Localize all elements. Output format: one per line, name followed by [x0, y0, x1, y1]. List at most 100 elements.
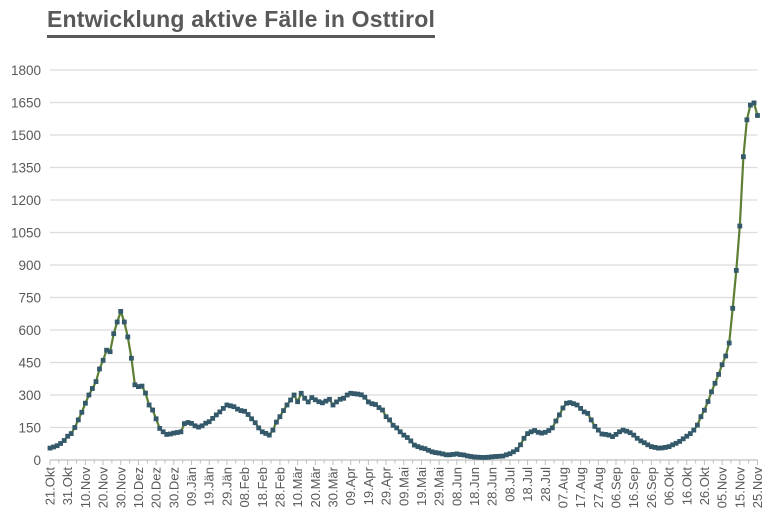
data-point-marker [659, 445, 665, 451]
data-point-marker [316, 399, 322, 405]
data-point-marker [114, 319, 120, 325]
data-point-marker [666, 444, 672, 449]
data-point-marker [744, 117, 750, 123]
x-tick-label: 30.Dez [166, 467, 181, 508]
data-point-marker [585, 411, 591, 416]
x-tick-label: 09.Mai [396, 467, 411, 506]
data-point-marker [263, 431, 269, 436]
data-point-marker [443, 452, 449, 458]
x-tick-label: 18.Feb [255, 467, 270, 507]
data-point-marker [716, 372, 721, 377]
data-point-marker [539, 430, 545, 436]
data-point-marker [291, 392, 297, 398]
data-point-marker [599, 431, 605, 437]
data-point-marker [150, 407, 155, 413]
data-point-marker [595, 427, 601, 433]
data-point-marker [309, 395, 315, 400]
chart-title: Entwicklung aktive Fälle in Osttirol [47, 6, 436, 38]
data-point-marker [472, 454, 477, 460]
data-point-marker [507, 451, 513, 457]
data-point-marker [224, 402, 230, 408]
data-point-marker [592, 424, 598, 429]
data-point-marker [557, 412, 562, 418]
data-point-marker [390, 422, 396, 428]
x-tick-label: 08.Jul [502, 467, 517, 502]
data-point-marker [649, 444, 654, 449]
data-point-marker [751, 100, 757, 106]
data-point-marker [182, 421, 187, 426]
data-point-marker [634, 435, 640, 441]
data-point-marker [560, 405, 566, 411]
data-point-marker [157, 426, 163, 431]
data-point-marker [479, 455, 484, 460]
data-point-marker [486, 454, 492, 460]
data-point-marker [68, 431, 74, 436]
data-point-marker [737, 223, 743, 229]
data-point-marker [302, 395, 308, 401]
data-point-marker [351, 391, 357, 397]
y-tick-label: 1800 [11, 63, 41, 78]
data-point-marker [514, 447, 520, 452]
data-point-marker [65, 433, 71, 439]
data-point-marker [100, 357, 106, 363]
data-point-marker [210, 416, 216, 421]
data-point-marker [373, 402, 378, 407]
series-markers [47, 100, 760, 460]
x-axis-ticks [49, 460, 758, 465]
data-point-marker [730, 305, 736, 311]
y-tick-label: 1500 [11, 128, 41, 143]
x-tick-label: 31.Okt [60, 467, 75, 506]
data-point-marker [266, 432, 272, 438]
x-axis-labels: 21.Okt 31.Okt 10.Nov 20.Nov 30.Nov 10.Dez 20.D… [43, 466, 766, 508]
x-tick-label: 10.Nov [78, 467, 93, 509]
data-point-marker [581, 409, 587, 415]
data-point-marker [695, 422, 700, 428]
data-point-marker [178, 429, 184, 435]
data-point-marker [203, 420, 209, 426]
data-point-marker [567, 400, 573, 405]
data-point-marker [663, 445, 668, 450]
data-point-marker [542, 429, 548, 435]
x-tick-label: 28.Feb [272, 467, 287, 507]
data-point-marker [408, 438, 414, 444]
x-tick-label: 10.Mär [290, 466, 305, 507]
data-point-marker [90, 386, 95, 391]
data-point-marker [256, 425, 262, 431]
x-tick-label: 20.Nov [96, 467, 111, 509]
data-point-marker [500, 453, 506, 459]
data-point-marker [719, 362, 725, 368]
y-tick-label: 1050 [11, 226, 41, 241]
x-tick-label: 19.Jän [202, 467, 217, 506]
data-point-marker [610, 434, 615, 439]
data-point-marker [93, 379, 99, 384]
data-point-marker [249, 416, 254, 422]
x-tick-label: 27.Aug [591, 467, 606, 508]
data-point-marker [433, 450, 438, 455]
x-tick-label: 10.Dez [131, 467, 146, 508]
data-point-marker [160, 429, 166, 435]
data-point-marker [521, 435, 527, 441]
x-tick-label: 21.Okt [43, 467, 58, 506]
data-point-marker [58, 441, 63, 446]
data-point-marker [369, 401, 375, 407]
data-point-marker [698, 414, 704, 420]
data-point-marker [231, 404, 237, 410]
data-point-marker [482, 455, 488, 460]
data-point-marker [199, 423, 205, 429]
data-point-marker [228, 403, 233, 409]
data-point-marker [493, 454, 499, 459]
data-point-marker [61, 438, 67, 443]
data-point-marker [107, 349, 113, 355]
data-point-marker [259, 429, 265, 435]
data-point-marker [344, 392, 350, 398]
data-point-marker [153, 416, 159, 422]
data-point-marker [447, 452, 453, 458]
data-point-marker [167, 431, 173, 437]
data-point-marker [146, 402, 152, 408]
x-tick-label: 19.Mai [414, 467, 429, 506]
data-point-marker [702, 407, 707, 413]
data-point-marker [677, 439, 683, 444]
data-point-marker [397, 429, 403, 435]
y-tick-label: 1200 [11, 193, 41, 208]
data-point-marker [684, 433, 690, 439]
